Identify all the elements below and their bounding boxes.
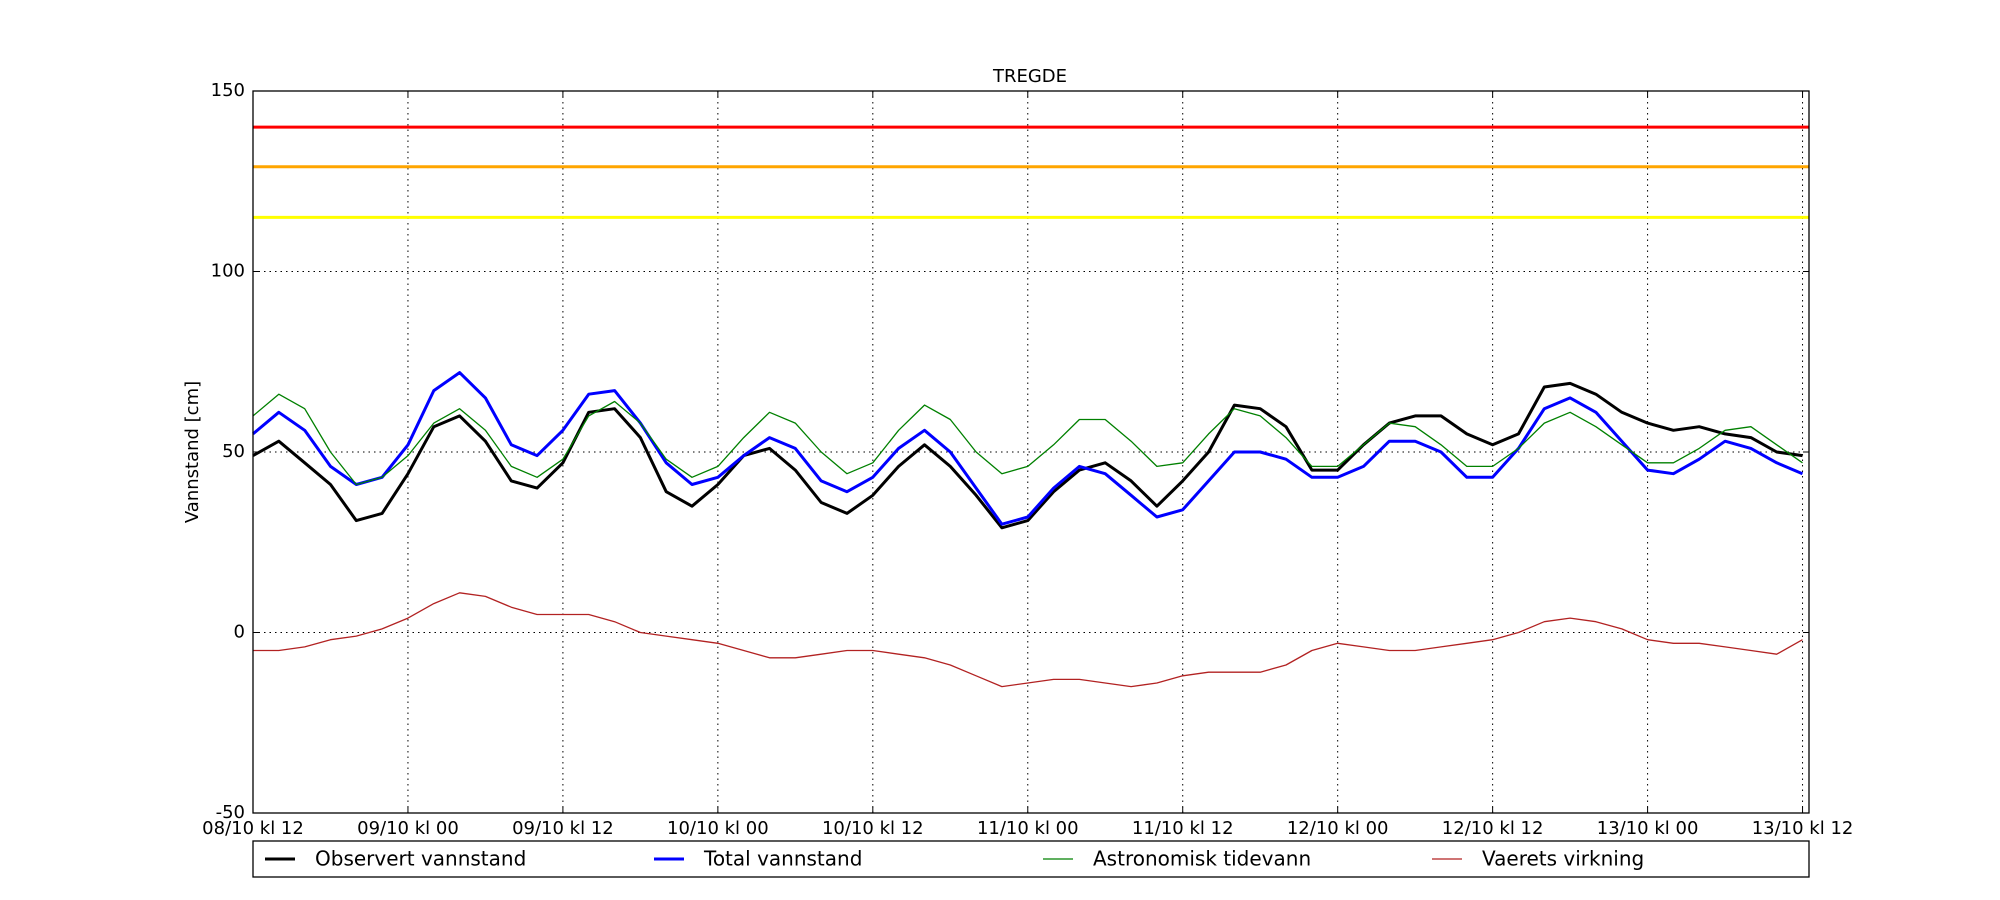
data-line bbox=[253, 592, 1803, 688]
chart-title: TREGDE bbox=[992, 66, 1067, 87]
y-tick-label: -50 bbox=[216, 802, 245, 823]
data-line bbox=[252, 393, 1803, 486]
y-axis-label: Vannstand [cm] bbox=[182, 381, 203, 523]
legend-label: Vaerets virkning bbox=[1482, 847, 1644, 871]
legend bbox=[252, 840, 1810, 878]
x-tick-label: 10/10 kl 12 bbox=[822, 818, 924, 839]
x-tick-label: 10/10 kl 00 bbox=[667, 818, 769, 839]
x-tick-label: 08/10 kl 12 bbox=[202, 818, 304, 839]
plot-frame bbox=[252, 90, 1810, 814]
legend-label: Total vannstand bbox=[703, 847, 862, 871]
y-tick-label: 0 bbox=[234, 622, 245, 643]
legend-label: Astronomisk tidevann bbox=[1093, 847, 1311, 871]
y-tick-label: 150 bbox=[211, 80, 245, 101]
x-tick-label: 09/10 kl 12 bbox=[512, 818, 614, 839]
x-tick-label: 12/10 kl 12 bbox=[1442, 818, 1544, 839]
x-tick-label: 13/10 kl 12 bbox=[1752, 818, 1854, 839]
legend-label: Observert vannstand bbox=[315, 847, 526, 871]
x-tick-label: 13/10 kl 00 bbox=[1597, 818, 1699, 839]
data-line bbox=[252, 381, 1803, 530]
data-line bbox=[252, 371, 1804, 526]
x-tick-label: 12/10 kl 00 bbox=[1287, 818, 1389, 839]
x-tick-label: 11/10 kl 12 bbox=[1132, 818, 1234, 839]
x-tick-label: 11/10 kl 00 bbox=[977, 818, 1079, 839]
y-tick-label: 50 bbox=[222, 441, 245, 462]
y-tick-label: 100 bbox=[211, 261, 245, 282]
x-tick-label: 09/10 kl 00 bbox=[357, 818, 459, 839]
